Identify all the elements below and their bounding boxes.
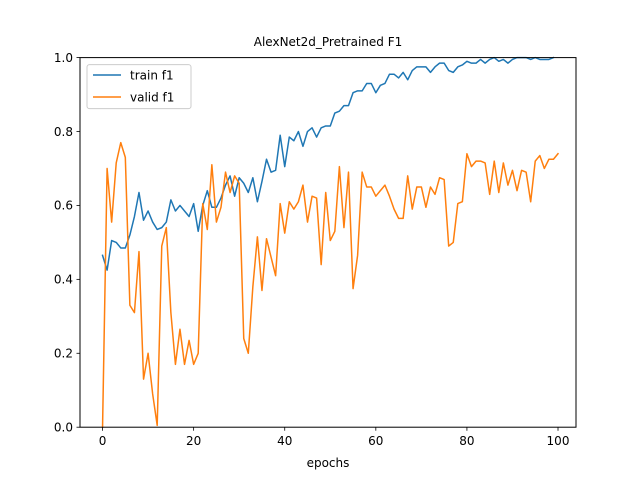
x-tick-label: 0	[99, 434, 107, 448]
x-tick-label: 100	[547, 434, 570, 448]
y-tick-label: 0.4	[54, 273, 73, 287]
plot-area: 0 20 40 60 80 100 0.0 0.2 0.4 0.6 0.8 1.0	[54, 51, 577, 448]
legend-label-valid-f1: valid f1	[130, 91, 174, 105]
series-line-valid-f1	[101, 141, 560, 428]
ticks-layer: 0 20 40 60 80 100 0.0 0.2 0.4 0.6 0.8 1.0	[54, 51, 570, 448]
legend: train f1 valid f1	[86, 64, 192, 110]
y-tick-label: 0.0	[54, 421, 73, 435]
y-tick-label: 0.8	[54, 125, 73, 139]
x-tick-label: 80	[459, 434, 474, 448]
y-tick-label: 1.0	[54, 51, 73, 65]
chart-title: AlexNet2d_Pretrained F1	[254, 35, 403, 49]
axes-frame	[79, 57, 577, 428]
series-line-train-f1	[101, 56, 555, 271]
x-tick-label: 20	[186, 434, 201, 448]
y-tick-label: 0.6	[54, 199, 73, 213]
x-axis-label: epochs	[307, 456, 350, 470]
series-layer	[101, 56, 560, 428]
x-tick-label: 40	[277, 434, 292, 448]
y-tick-label: 0.2	[54, 347, 73, 361]
x-tick-label: 60	[368, 434, 383, 448]
legend-label-train-f1: train f1	[130, 69, 174, 83]
